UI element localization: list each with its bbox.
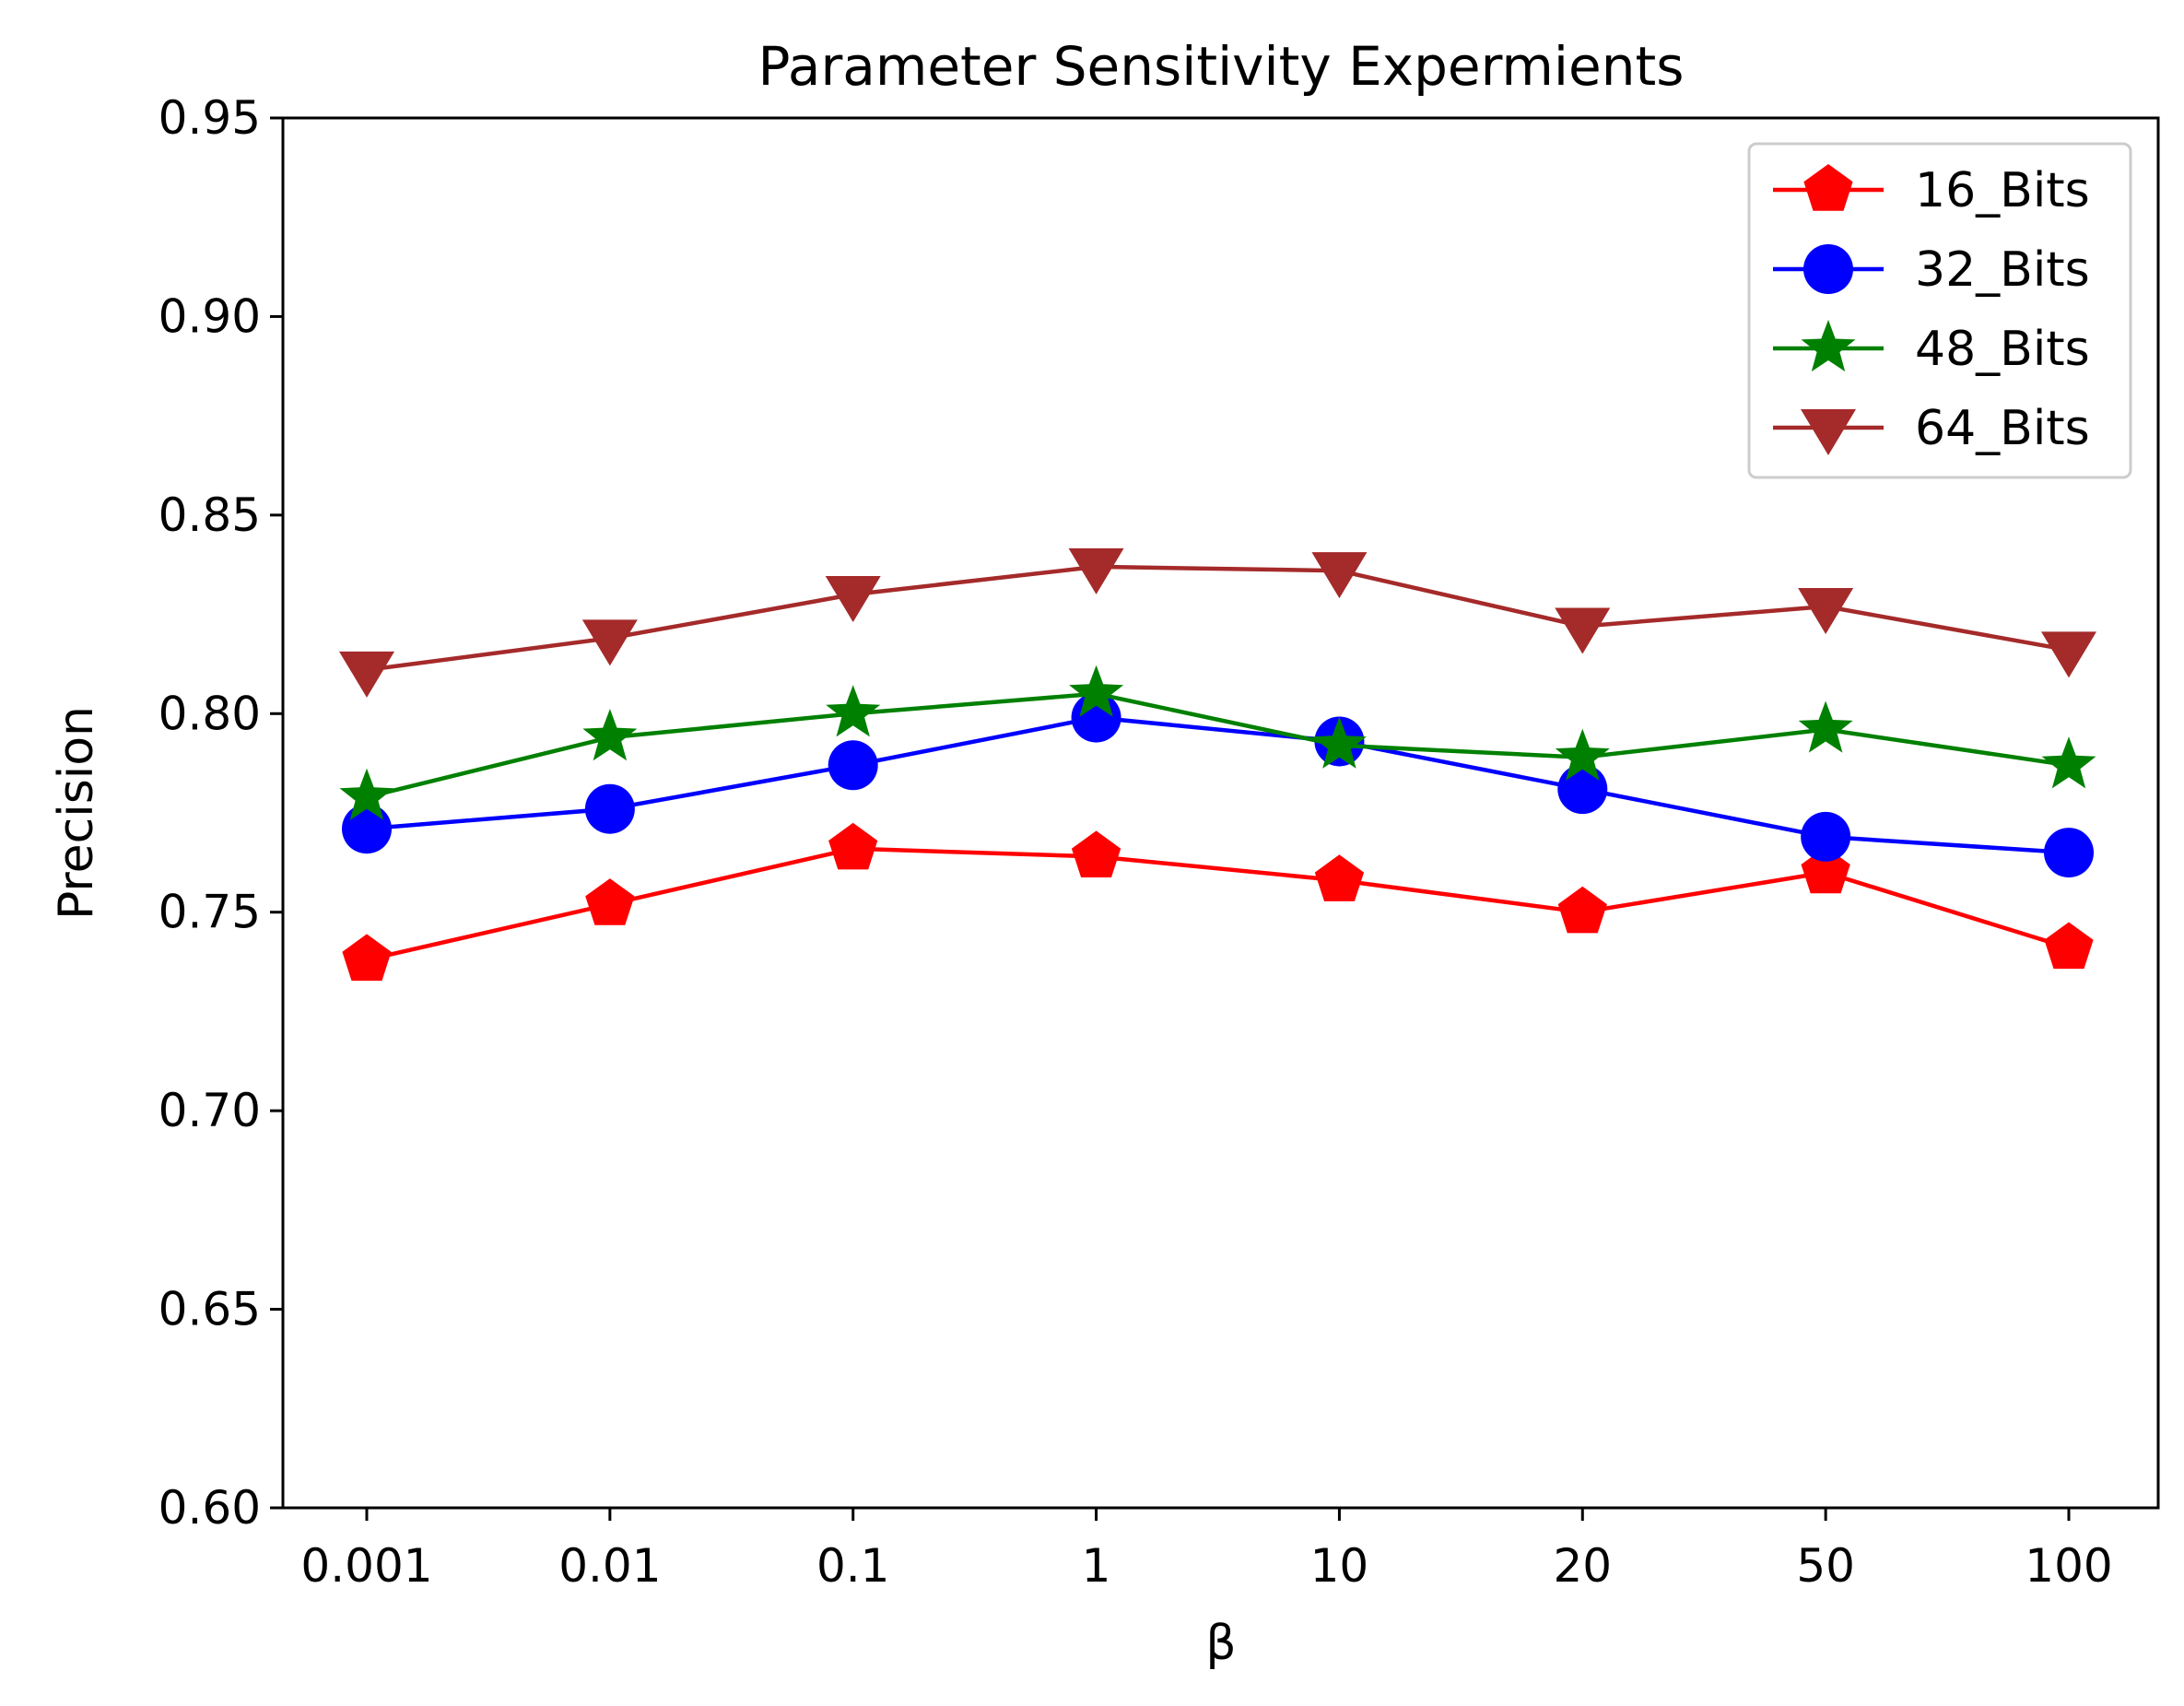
- y-tick-label: 0.70: [159, 1084, 261, 1137]
- y-tick-label: 0.75: [159, 886, 261, 939]
- x-tick-label: 0.001: [300, 1539, 432, 1593]
- plot-area: [339, 547, 2096, 982]
- data-point: [1557, 764, 1608, 815]
- data-point: [342, 934, 392, 982]
- data-point: [581, 619, 638, 666]
- series-line: [366, 846, 2070, 962]
- legend-label: 64_Bits: [1915, 401, 2090, 456]
- data-point: [1798, 700, 1853, 753]
- data-point: [1071, 830, 1121, 877]
- data-point: [826, 685, 881, 737]
- x-tick-label: 1: [1082, 1539, 1111, 1593]
- series-line: [366, 564, 2070, 673]
- legend-marker: [1803, 244, 1853, 294]
- legend-item: 48_Bits: [1773, 320, 2090, 377]
- legend-marker: [1801, 320, 1856, 372]
- x-tick-label: 0.1: [816, 1539, 890, 1593]
- data-point: [1557, 886, 1607, 934]
- legend-label: 48_Bits: [1915, 322, 2090, 377]
- data-point: [2044, 828, 2094, 878]
- legend-item: 64_Bits: [1773, 401, 2090, 456]
- legend-label: 16_Bits: [1915, 163, 2090, 218]
- legend: 16_Bits 32_Bits 48_Bits 64_Bits: [1747, 142, 2132, 479]
- data-point: [828, 740, 878, 791]
- data-point: [2041, 631, 2096, 678]
- data-point: [1314, 854, 1365, 901]
- series-64_Bits: [339, 547, 2096, 698]
- data-point: [1068, 547, 1124, 594]
- data-point: [825, 576, 881, 623]
- chart-title: Parameter Sensitivity Expermients: [758, 35, 1685, 98]
- x-tick-label: 100: [2025, 1539, 2112, 1593]
- data-point: [2044, 922, 2094, 970]
- data-point: [1069, 665, 1124, 717]
- data-point: [1311, 716, 1367, 769]
- y-tick-label: 0.80: [159, 687, 261, 740]
- data-point: [339, 651, 394, 698]
- data-point: [584, 783, 635, 834]
- data-point: [342, 804, 392, 854]
- legend-marker: [1803, 164, 1853, 211]
- legend-box: [1747, 142, 2132, 479]
- y-tick-label: 0.90: [159, 289, 261, 343]
- data-point: [1801, 811, 1851, 862]
- plot-frame: [281, 116, 2160, 1510]
- data-point: [1798, 587, 1854, 634]
- legend-item: 16_Bits: [1773, 163, 2090, 218]
- data-point: [1555, 728, 1610, 781]
- series-16_Bits: [342, 822, 2094, 982]
- y-tick-label: 0.65: [159, 1283, 261, 1336]
- data-point: [828, 822, 878, 870]
- x-tick-label: 20: [1553, 1539, 1612, 1593]
- legend-marker: [1801, 409, 1856, 455]
- y-tick-label: 0.60: [159, 1481, 261, 1535]
- y-tick-label: 0.95: [159, 91, 261, 145]
- legend-item: 32_Bits: [1773, 242, 2090, 298]
- x-tick-label: 50: [1796, 1539, 1855, 1593]
- data-point: [1311, 552, 1368, 599]
- series-line: [366, 715, 2070, 855]
- x-tick-label: 10: [1310, 1539, 1369, 1593]
- axes: 0.60 0.65 0.70 0.75 0.80 0.85 0.90 0.95 0.001 0.0…: [159, 91, 2113, 1593]
- y-axis-label: Precision: [49, 706, 104, 920]
- y-tick-label: 0.85: [159, 488, 261, 542]
- data-point: [339, 768, 394, 820]
- legend-label: 32_Bits: [1915, 242, 2090, 298]
- data-point: [2041, 736, 2096, 789]
- data-point: [1555, 607, 1611, 654]
- data-point: [585, 878, 635, 925]
- x-axis-label: β: [1205, 1616, 1236, 1671]
- series-line: [366, 691, 2070, 799]
- series-48_Bits: [339, 665, 2096, 820]
- x-tick-label: 0.01: [558, 1539, 661, 1593]
- data-point: [582, 709, 638, 761]
